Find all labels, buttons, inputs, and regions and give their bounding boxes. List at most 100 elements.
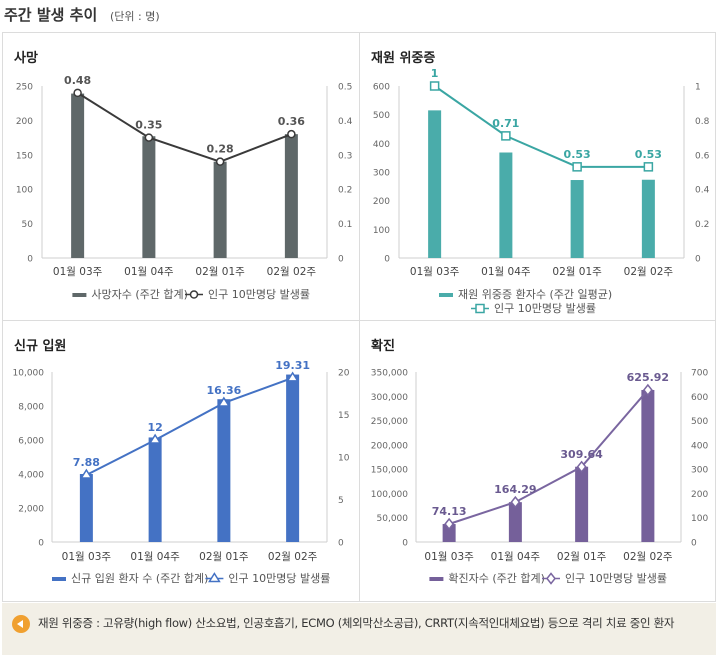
panel-divider-vertical (359, 32, 360, 602)
line-point (286, 371, 299, 382)
y-left-tick-label: 200 (373, 197, 390, 207)
y-left-tick-label: 600 (373, 83, 390, 93)
line-point (148, 433, 162, 444)
legend-line-marker (208, 572, 221, 583)
y-right-tick-label: 0.6 (695, 151, 710, 161)
bar (142, 136, 156, 258)
line-point (444, 517, 455, 531)
y-right-tick-label: 300 (691, 466, 708, 476)
bar (148, 437, 162, 542)
legend-bar-label: 재원 위중증 환자수 (주간 일평균) (458, 287, 612, 301)
y-right-tick-label: 0.1 (338, 220, 352, 230)
y-left-tick-label: 0 (38, 539, 44, 549)
bar (213, 161, 227, 258)
chart-confirmed: 확진 0 50,000 100,000 150,000 200,000 250,000 300… (371, 338, 709, 585)
y-left-tick-label: 0 (402, 539, 408, 549)
y-left-tick-label: 150 (16, 151, 33, 161)
data-label: 0.35 (135, 119, 162, 132)
legend-bar-label: 확진자수 (주간 합계) (448, 572, 545, 585)
y-left-tick-label: 250,000 (371, 417, 408, 427)
y-left-tick-label: 250 (16, 83, 33, 93)
y-right-tick-label: 0.3 (338, 151, 352, 161)
line-point (572, 162, 582, 172)
data-label: 0.53 (635, 148, 662, 161)
legend-bar-label: 사망자수 (주간 합계) (91, 288, 188, 301)
y-right-tick-label: 0 (338, 255, 344, 265)
y-left-tick-label: 0 (27, 255, 33, 265)
legend-bar-swatch (52, 577, 66, 581)
line-point (510, 495, 521, 509)
bar (428, 110, 442, 258)
y-left-tick-label: 300 (373, 169, 390, 179)
y-left-tick-label: 2,000 (18, 505, 44, 515)
series-line (77, 92, 292, 163)
chart-title: 확진 (371, 338, 395, 354)
y-right-tick-label: 200 (691, 490, 708, 500)
bar (284, 134, 298, 258)
bar (442, 524, 456, 542)
y-right-tick-label: 0 (691, 539, 697, 549)
chart-title: 신규 입원 (14, 339, 66, 354)
x-tick-label: 02월 02주 (623, 551, 673, 563)
unit-label: (단위 : 명) (110, 10, 160, 23)
y-left-tick-label: 500 (373, 111, 390, 121)
bar (508, 502, 522, 542)
y-right-tick-label: 10 (338, 454, 350, 464)
y-right-tick-label: 0.2 (695, 220, 709, 230)
line-point (642, 383, 653, 397)
y-right-tick-label: 0.5 (338, 83, 352, 93)
series-line (434, 85, 649, 168)
legend-line-label: 인구 10만명당 발생률 (565, 572, 667, 585)
x-tick-label: 01월 03주 (62, 551, 112, 563)
speaker-icon (12, 615, 30, 633)
y-left-tick-label: 100 (373, 226, 390, 236)
legend-line-marker (189, 290, 199, 299)
data-label: 0.48 (64, 74, 91, 87)
bar (71, 93, 85, 259)
x-tick-label: 02월 02주 (268, 551, 318, 563)
bar (286, 374, 300, 542)
data-label: 19.31 (275, 359, 310, 372)
series-line (448, 389, 649, 525)
legend-line-marker (475, 303, 485, 314)
x-tick-label: 02월 01주 (552, 266, 602, 278)
line-point (80, 468, 93, 479)
x-tick-label: 01월 03주 (410, 266, 460, 278)
line-point (144, 133, 154, 142)
y-left-tick-label: 100,000 (371, 490, 408, 500)
x-tick-label: 01월 03주 (424, 551, 474, 563)
footnote: 재원 위중증 : 고유량(high flow) 산소요법, 인공호흡기, ECM… (2, 603, 716, 655)
y-right-tick-label: 0.4 (338, 117, 353, 127)
x-tick-label: 02월 01주 (195, 266, 245, 278)
y-left-tick-label: 0 (384, 255, 390, 265)
data-label: 625.92 (627, 371, 669, 384)
line-point (217, 396, 231, 407)
data-label: 0.36 (278, 115, 305, 128)
chart-title: 사망 (14, 50, 38, 66)
line-point (576, 460, 587, 474)
chart-deaths: 사망 0 50 100 150 200 250 0 0.1 0.2 0.3 0.4 0.5 01월 03주… (14, 50, 353, 301)
data-label: 74.13 (432, 505, 467, 518)
line-point (287, 129, 296, 139)
y-right-tick-label: 1 (695, 83, 701, 93)
y-left-tick-label: 6,000 (18, 437, 44, 447)
legend-bar-swatch (429, 577, 444, 581)
legend-line-label: 인구 10만명당 발생률 (228, 572, 330, 585)
data-label: 0.28 (207, 143, 234, 156)
y-left-tick-label: 4,000 (18, 471, 44, 481)
x-tick-label: 01월 04주 (124, 266, 174, 278)
y-left-tick-label: 400 (373, 140, 390, 150)
legend-bar-swatch (439, 293, 453, 297)
data-label: 12 (147, 421, 162, 434)
y-left-tick-label: 350,000 (371, 369, 408, 379)
x-tick-label: 02월 01주 (199, 551, 249, 563)
data-label: 7.88 (73, 456, 100, 469)
x-tick-label: 02월 01주 (557, 551, 607, 563)
footnote-text: 재원 위중증 : 고유량(high flow) 산소요법, 인공호흡기, ECM… (38, 616, 675, 630)
x-tick-label: 01월 04주 (481, 266, 531, 278)
x-tick-label: 02월 02주 (267, 266, 317, 278)
y-right-tick-label: 500 (691, 417, 708, 427)
y-right-tick-label: 0 (338, 539, 344, 549)
y-right-tick-label: 100 (691, 514, 708, 524)
legend-line-label: 인구 10만명당 발생률 (208, 288, 310, 301)
